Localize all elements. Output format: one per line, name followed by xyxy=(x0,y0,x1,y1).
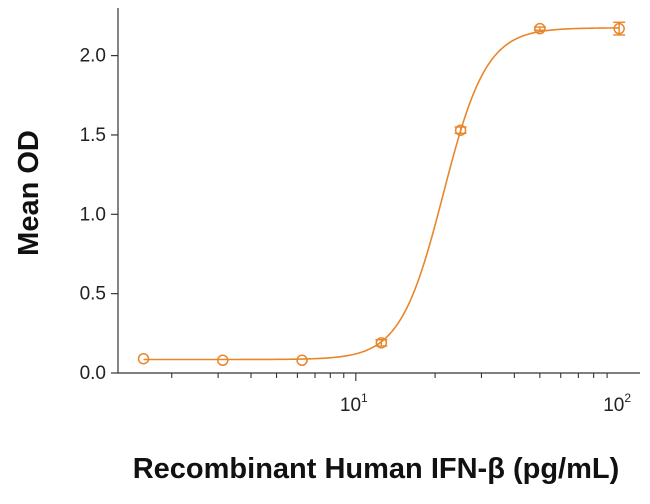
x-axis-title: Recombinant Human IFN-β (pg/mL) xyxy=(133,453,620,485)
y-tick-label: 0.5 xyxy=(80,284,106,305)
y-tick-label: 1.0 xyxy=(80,204,106,225)
data-point xyxy=(137,352,150,365)
data-point xyxy=(613,22,625,35)
x-tick-label: 102 xyxy=(603,391,631,416)
data-points xyxy=(137,21,626,367)
ticks: 0.0 0.5 1.0 1.5 2.0 101 102 xyxy=(80,46,632,416)
data-point xyxy=(217,354,229,367)
y-tick-label: 1.5 xyxy=(80,125,106,146)
fit-curve xyxy=(143,27,620,361)
axes xyxy=(117,8,640,374)
data-point xyxy=(375,337,388,349)
data-point xyxy=(534,22,546,35)
y-axis-title: Mean OD xyxy=(13,130,45,256)
data-point xyxy=(454,124,467,136)
fit-curve-group xyxy=(143,27,620,361)
y-tick-label: 2.0 xyxy=(80,46,106,67)
x-tick-label: 101 xyxy=(340,391,368,416)
data-point xyxy=(296,354,308,367)
y-tick-label: 0.0 xyxy=(80,363,106,384)
